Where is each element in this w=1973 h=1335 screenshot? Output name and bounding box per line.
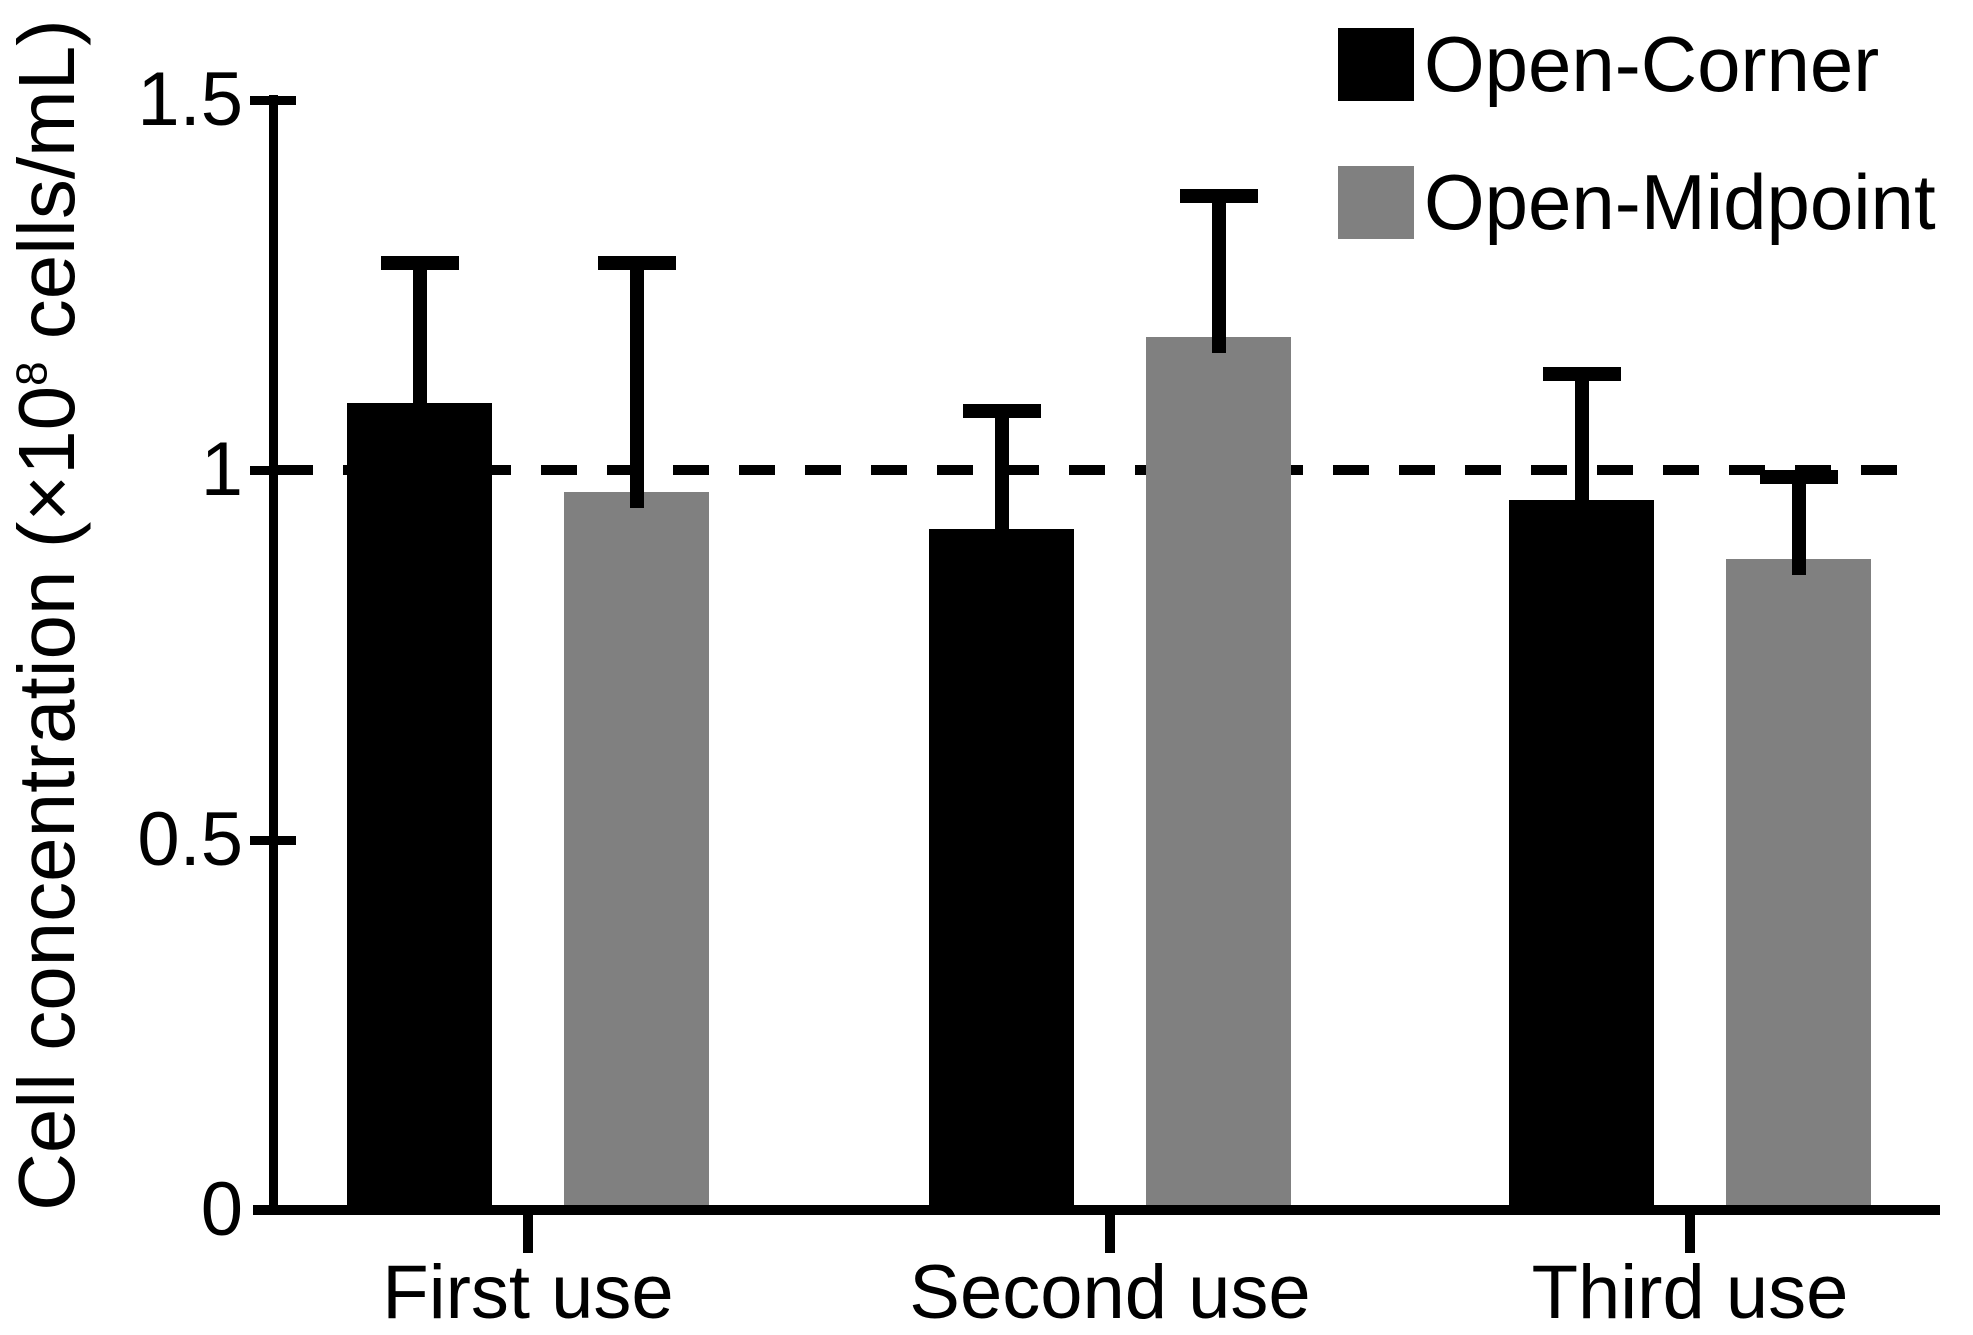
error-bar-stem <box>1574 373 1589 516</box>
error-bar-stem <box>1791 477 1806 575</box>
reference-dashed-line <box>277 465 1916 475</box>
legend-label-open-midpoint: Open-Midpoint <box>1424 158 1936 246</box>
error-bar-cap <box>380 255 459 270</box>
error-bar-cap <box>1179 189 1258 204</box>
error-bar-stem <box>412 262 427 420</box>
x-axis-spine <box>253 1205 1940 1215</box>
bar-open-corner-2 <box>929 529 1074 1205</box>
legend-swatch-open-midpoint <box>1338 166 1414 239</box>
legend-label-open-corner: Open-Corner <box>1424 20 1880 108</box>
x-category-label-3: Third use <box>1531 1250 1849 1335</box>
error-bar-stem <box>994 410 1009 546</box>
bar-open-corner-3 <box>1509 499 1654 1205</box>
bar-open-midpoint-3 <box>1726 558 1871 1205</box>
y-tick-label-1.5: 1.5 <box>137 57 243 142</box>
bar-open-midpoint-1 <box>564 492 709 1205</box>
error-bar-cap <box>1542 366 1621 381</box>
y-tick-label-0.5: 0.5 <box>137 797 243 882</box>
error-bar-cap <box>962 403 1041 418</box>
error-bar-stem <box>629 262 644 509</box>
error-bar-cap <box>1759 470 1838 485</box>
x-tick-3 <box>1685 1215 1695 1253</box>
error-bar-cap <box>597 255 676 270</box>
x-category-label-2: Second use <box>909 1250 1311 1335</box>
x-category-label-1: First use <box>382 1250 674 1335</box>
y-tick-label-0: 0 <box>200 1167 243 1252</box>
bar-open-corner-1 <box>347 403 492 1205</box>
y-tick-label-1: 1 <box>200 427 243 512</box>
legend-swatch-open-corner <box>1338 28 1414 101</box>
x-tick-2 <box>1105 1215 1115 1253</box>
x-tick-1 <box>523 1215 533 1253</box>
y-axis-spine <box>269 95 278 1215</box>
bar-open-midpoint-2 <box>1146 336 1291 1205</box>
y-axis-title: Cell concentration (×108 cells/mL) <box>2 0 92 1265</box>
error-bar-stem <box>1211 196 1226 353</box>
y-axis-title-superscript: 8 <box>7 361 57 386</box>
